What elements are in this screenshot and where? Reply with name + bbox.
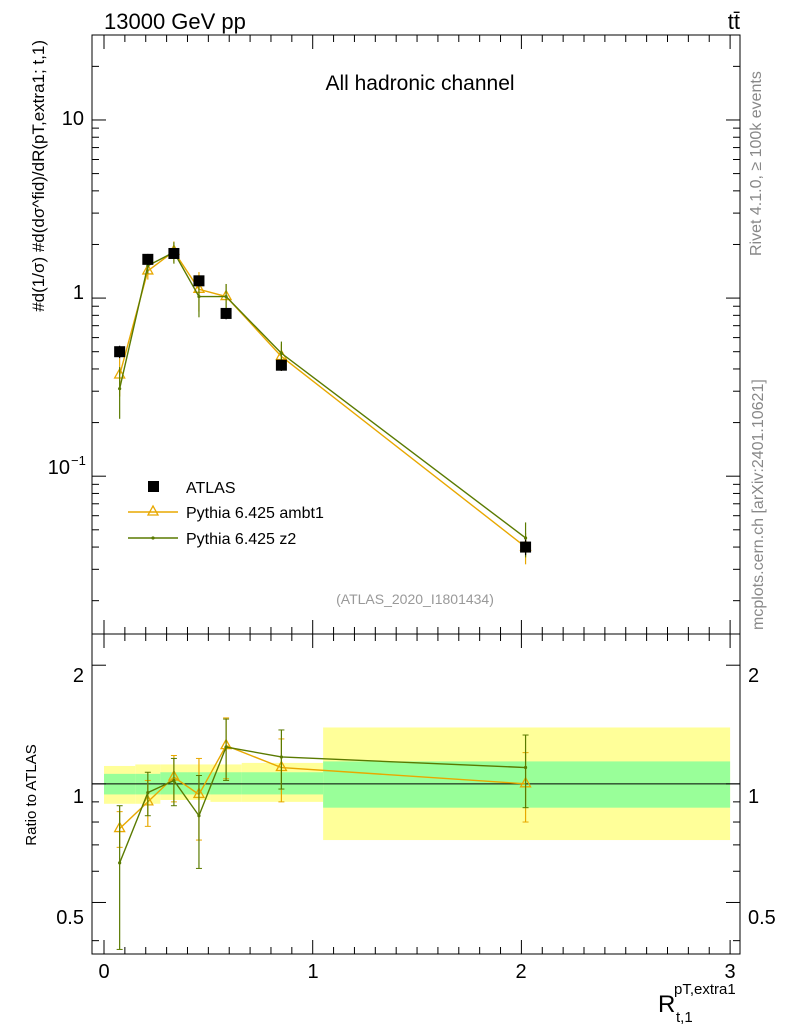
data-point-z2 bbox=[279, 351, 283, 355]
main-ytick-label-0p1: 10 bbox=[48, 457, 70, 479]
analysis-id: (ATLAS_2020_I1801434) bbox=[336, 591, 494, 607]
ratio-ytick-label-0p5: 0.5 bbox=[56, 907, 84, 929]
legend: ATLAS Pythia 6.425 ambt1 Pythia 6.425 z2 bbox=[128, 480, 324, 548]
ratio-point-z2 bbox=[118, 861, 122, 865]
data-point-atlas bbox=[275, 359, 287, 371]
data-point-atlas bbox=[220, 307, 232, 319]
ratio-point-z2 bbox=[224, 745, 228, 749]
ratio-plot-frame bbox=[91, 633, 741, 955]
legend-marker-atlas bbox=[148, 481, 159, 492]
data-point-atlas bbox=[520, 541, 532, 553]
ratio-ytick-label-1-right: 1 bbox=[748, 786, 759, 808]
energy-label: 13000 GeV pp bbox=[104, 9, 246, 34]
legend-marker-ambt1 bbox=[146, 504, 160, 516]
x-axis-label: R pT,extra1 t,1 bbox=[658, 981, 736, 1024]
xlabel-base: R bbox=[658, 991, 675, 1018]
ratio-point-z2 bbox=[523, 765, 528, 770]
data-point-z2 bbox=[224, 294, 228, 299]
legend-label-atlas: ATLAS bbox=[186, 480, 236, 497]
ratio-ytick-label-0p5-right: 0.5 bbox=[748, 907, 776, 929]
ratio-point-z2 bbox=[146, 791, 150, 795]
xtick-label-2: 2 bbox=[515, 961, 526, 983]
main-ytick-label-10: 10 bbox=[62, 108, 84, 130]
data-point-z2 bbox=[118, 387, 122, 391]
main-ytick-label-0p1-exp: −1 bbox=[71, 453, 86, 468]
ratio-series-layer bbox=[113, 717, 532, 950]
series-line bbox=[118, 251, 526, 539]
ratio-point-z2 bbox=[197, 814, 201, 818]
ratio-ytick-label-2-right: 2 bbox=[748, 665, 759, 687]
channel-title: All hadronic channel bbox=[325, 72, 514, 95]
data-point-atlas bbox=[142, 253, 154, 265]
main-ylabel: #d(1/σ) #d(dσ^fid)/dR(pT,extra1; t,1) bbox=[29, 40, 48, 312]
ratio-ylabel: Ratio to ATLAS bbox=[23, 744, 40, 845]
data-point-z2 bbox=[523, 536, 528, 540]
process-label: tt̄ bbox=[728, 9, 740, 34]
rivet-label: Rivet 4.1.0, ≥ 100k events bbox=[748, 71, 765, 256]
legend-label-ambt1: Pythia 6.425 ambt1 bbox=[186, 505, 324, 522]
ratio-band-inner bbox=[323, 761, 731, 808]
xlabel-superscript: pT,extra1 bbox=[674, 981, 736, 998]
data-point-z2 bbox=[197, 294, 201, 299]
data-point-ambt1 bbox=[141, 263, 154, 275]
xtick-label-3: 3 bbox=[724, 961, 735, 983]
ratio-band bbox=[92, 727, 740, 841]
legend-label-z2: Pythia 6.425 z2 bbox=[186, 531, 296, 548]
ratio-ytick-label-2: 2 bbox=[73, 665, 84, 687]
mcplots-label: mcplots.cern.ch [arXiv:2401.10621] bbox=[750, 379, 767, 630]
axis-ticks bbox=[92, 34, 740, 954]
data-point-atlas bbox=[168, 247, 180, 259]
xtick-label-0: 0 bbox=[98, 961, 109, 983]
ratio-point-z2 bbox=[279, 755, 283, 759]
main-series-layer bbox=[113, 241, 532, 565]
xlabel-subscript: t,1 bbox=[676, 1009, 693, 1024]
ratio-point-z2 bbox=[172, 778, 176, 783]
data-point-atlas bbox=[114, 346, 126, 358]
legend-marker-z2 bbox=[151, 536, 155, 540]
data-point-z2 bbox=[146, 264, 150, 268]
data-point-atlas bbox=[193, 275, 205, 287]
xtick-label-1: 1 bbox=[307, 961, 318, 983]
ratio-ytick-label-1: 1 bbox=[73, 786, 84, 808]
main-ytick-label-1: 1 bbox=[73, 282, 84, 304]
series-line bbox=[118, 250, 527, 548]
